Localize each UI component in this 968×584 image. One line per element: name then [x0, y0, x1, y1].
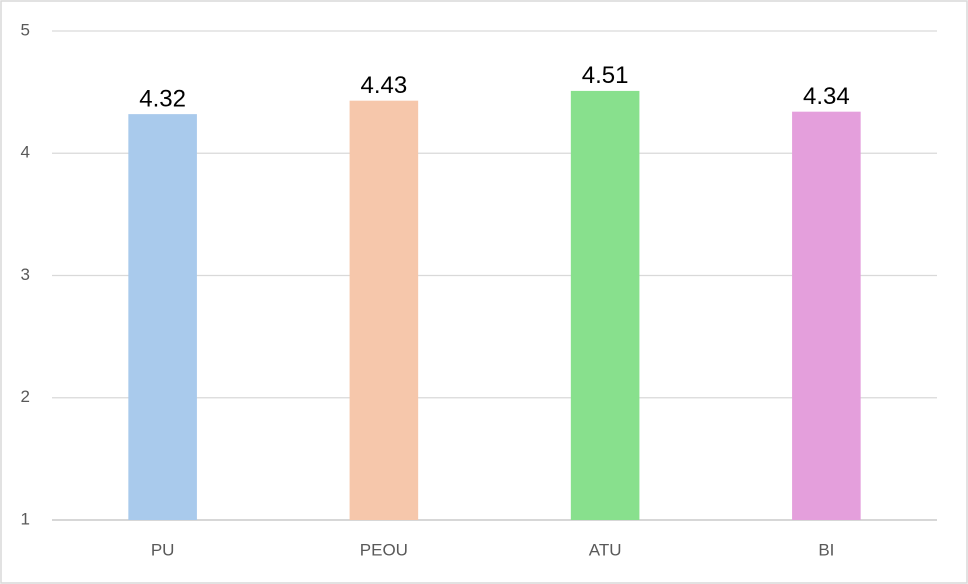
y-tick-label: 2 [21, 387, 30, 406]
data-label: 4.43 [361, 72, 408, 99]
bar [349, 100, 419, 521]
x-tick-label: PEOU [360, 540, 408, 559]
data-label: 4.51 [582, 62, 629, 89]
x-tick-label: BI [818, 540, 834, 559]
data-label: 4.34 [803, 83, 850, 110]
bar [128, 114, 197, 520]
y-tick-label: 5 [21, 20, 30, 39]
data-label: 4.32 [139, 85, 186, 112]
bar [792, 111, 861, 520]
y-tick-label: 3 [21, 265, 30, 284]
bar [570, 90, 640, 520]
y-tick-label: 4 [21, 143, 30, 162]
y-tick-label: 1 [21, 509, 30, 528]
x-tick-label: ATU [589, 540, 622, 559]
x-tick-label: PU [151, 540, 175, 559]
